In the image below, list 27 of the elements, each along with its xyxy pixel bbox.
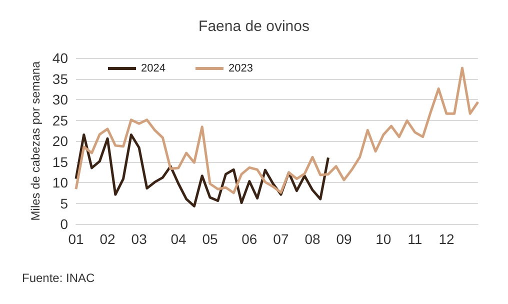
- y-tick-label: 5: [60, 195, 68, 212]
- x-tick-label: 12: [438, 231, 454, 247]
- y-tick-label: 35: [52, 70, 68, 87]
- x-tick-label: 03: [131, 231, 148, 247]
- legend-label: 2024: [141, 62, 166, 74]
- y-tick-label: 15: [52, 154, 68, 170]
- x-tick-label: 02: [100, 231, 116, 247]
- legend-label: 2023: [228, 62, 253, 74]
- y-tick-label: 10: [52, 174, 68, 190]
- x-tick-label: 09: [336, 231, 352, 247]
- y-tick-label: 0: [60, 216, 68, 232]
- x-tick-label: 01: [68, 231, 84, 247]
- x-tick-label: 04: [170, 231, 186, 247]
- x-tick-label: 07: [273, 231, 289, 247]
- line-series: [74, 134, 330, 208]
- y-tick-label: 40: [52, 50, 68, 66]
- x-tick-label: 08: [304, 231, 320, 247]
- source-note: Fuente: INAC: [22, 271, 96, 285]
- x-tick-label: 05: [202, 231, 218, 247]
- y-axis-title: Miles de cabezas por semana: [28, 60, 43, 221]
- chart-title: Faena de ovinos: [198, 18, 310, 35]
- x-tick-label: 11: [408, 231, 422, 247]
- y-tick-label: 20: [52, 133, 68, 149]
- y-tick-label: 30: [52, 92, 68, 108]
- y-tick-label: 25: [52, 112, 68, 128]
- x-tick-label: 06: [242, 231, 258, 247]
- x-tick-label: 10: [376, 231, 392, 247]
